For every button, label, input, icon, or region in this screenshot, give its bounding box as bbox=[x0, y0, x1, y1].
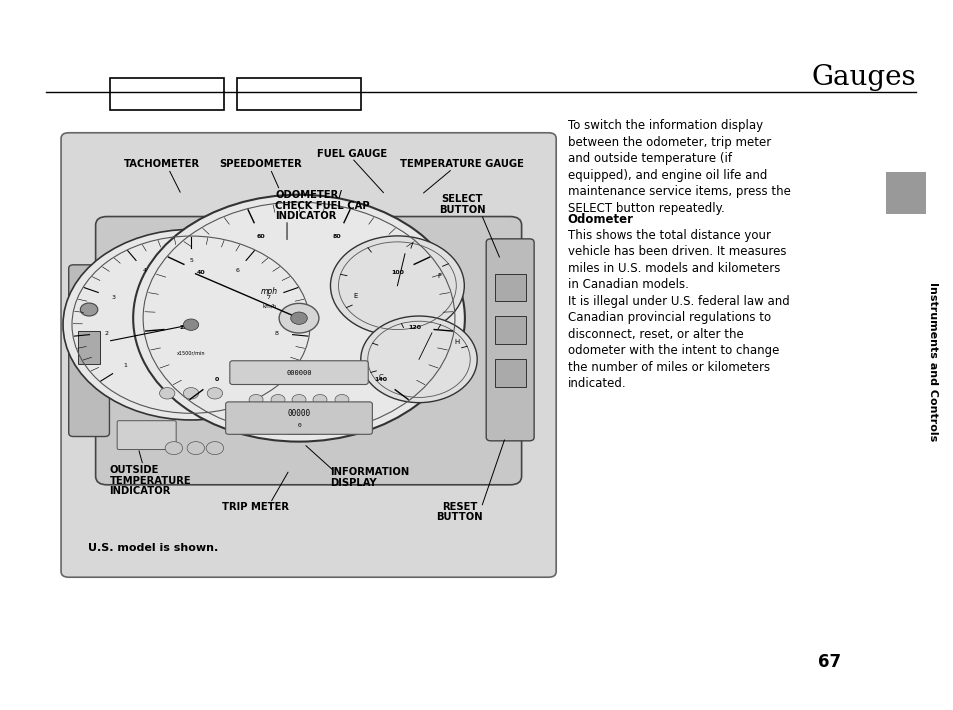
Bar bbox=[110, 78, 224, 110]
FancyBboxPatch shape bbox=[230, 361, 368, 385]
Text: DISPLAY: DISPLAY bbox=[330, 478, 376, 488]
Circle shape bbox=[159, 388, 174, 399]
Bar bbox=[495, 359, 525, 387]
Circle shape bbox=[249, 395, 263, 405]
Circle shape bbox=[313, 395, 327, 405]
Circle shape bbox=[279, 303, 318, 333]
Text: To switch the information display
between the odometer, trip meter
and outside t: To switch the information display betwee… bbox=[567, 119, 790, 215]
Text: 67: 67 bbox=[818, 653, 841, 671]
Text: 7: 7 bbox=[267, 295, 271, 300]
FancyBboxPatch shape bbox=[117, 421, 176, 449]
FancyBboxPatch shape bbox=[486, 239, 534, 441]
FancyBboxPatch shape bbox=[226, 402, 372, 435]
Text: 140: 140 bbox=[375, 377, 387, 382]
Circle shape bbox=[206, 442, 223, 454]
Text: FUEL GAUGE: FUEL GAUGE bbox=[316, 148, 387, 158]
Text: TACHOMETER: TACHOMETER bbox=[124, 160, 200, 170]
Text: INDICATOR: INDICATOR bbox=[274, 212, 336, 222]
Circle shape bbox=[330, 236, 464, 336]
Text: INFORMATION: INFORMATION bbox=[330, 467, 409, 477]
Text: TRIP METER: TRIP METER bbox=[222, 501, 289, 512]
Circle shape bbox=[183, 319, 198, 330]
Circle shape bbox=[165, 442, 182, 454]
Text: 00000: 00000 bbox=[287, 410, 311, 418]
Text: 3: 3 bbox=[112, 295, 115, 300]
Bar bbox=[495, 273, 525, 301]
Text: Odometer: Odometer bbox=[567, 213, 633, 226]
Bar bbox=[495, 317, 525, 344]
Text: C: C bbox=[378, 373, 383, 380]
Text: SPEEDOMETER: SPEEDOMETER bbox=[219, 160, 302, 170]
Text: RESET: RESET bbox=[441, 501, 476, 512]
FancyBboxPatch shape bbox=[69, 265, 110, 437]
Circle shape bbox=[335, 395, 349, 405]
Text: 9: 9 bbox=[254, 364, 258, 368]
Text: 100: 100 bbox=[391, 270, 403, 275]
Circle shape bbox=[80, 303, 98, 316]
Circle shape bbox=[63, 229, 318, 420]
Text: 20: 20 bbox=[179, 325, 188, 330]
Circle shape bbox=[291, 312, 307, 324]
Text: 80: 80 bbox=[333, 234, 341, 239]
Text: INDICATOR: INDICATOR bbox=[110, 486, 171, 496]
Text: U.S. model is shown.: U.S. model is shown. bbox=[88, 542, 218, 552]
Text: SELECT: SELECT bbox=[441, 194, 482, 204]
Text: 5: 5 bbox=[189, 258, 193, 263]
Text: 2: 2 bbox=[104, 331, 108, 336]
Text: This shows the total distance your
vehicle has been driven. It measures
miles in: This shows the total distance your vehic… bbox=[567, 229, 788, 390]
Text: OUTSIDE: OUTSIDE bbox=[110, 465, 159, 475]
Text: 1: 1 bbox=[123, 364, 127, 368]
Text: km/h: km/h bbox=[262, 303, 276, 308]
Text: 000000: 000000 bbox=[286, 370, 312, 376]
Circle shape bbox=[183, 388, 198, 399]
Text: x1500r/min: x1500r/min bbox=[176, 351, 205, 356]
Bar bbox=[885, 172, 925, 214]
Text: Gauges: Gauges bbox=[810, 64, 915, 91]
Text: ODOMETER/: ODOMETER/ bbox=[274, 190, 341, 200]
Text: CHECK FUEL CAP: CHECK FUEL CAP bbox=[274, 201, 369, 211]
Text: mph: mph bbox=[260, 287, 277, 295]
Circle shape bbox=[360, 316, 476, 403]
Text: 8: 8 bbox=[274, 331, 277, 336]
Text: TEMPERATURE: TEMPERATURE bbox=[110, 476, 191, 486]
Circle shape bbox=[292, 395, 306, 405]
Bar bbox=[236, 78, 360, 110]
FancyBboxPatch shape bbox=[95, 217, 521, 485]
Text: 0: 0 bbox=[214, 377, 219, 382]
Circle shape bbox=[271, 395, 285, 405]
Text: BUTTON: BUTTON bbox=[436, 513, 482, 523]
Text: BUTTON: BUTTON bbox=[438, 205, 485, 215]
FancyBboxPatch shape bbox=[61, 133, 556, 577]
Text: 40: 40 bbox=[196, 270, 205, 275]
Text: 60: 60 bbox=[256, 234, 265, 239]
Text: Instruments and Controls: Instruments and Controls bbox=[927, 283, 937, 442]
Text: F: F bbox=[436, 273, 440, 279]
Text: TEMPERATURE GAUGE: TEMPERATURE GAUGE bbox=[400, 160, 523, 170]
Circle shape bbox=[133, 195, 464, 442]
Text: 4: 4 bbox=[143, 268, 147, 273]
Circle shape bbox=[207, 388, 222, 399]
Text: 0: 0 bbox=[296, 422, 300, 427]
Text: 6: 6 bbox=[235, 268, 239, 273]
Text: E: E bbox=[354, 293, 357, 299]
Text: 120: 120 bbox=[408, 325, 420, 330]
Text: H: H bbox=[454, 339, 459, 345]
Circle shape bbox=[187, 442, 204, 454]
Bar bbox=[78, 331, 100, 364]
